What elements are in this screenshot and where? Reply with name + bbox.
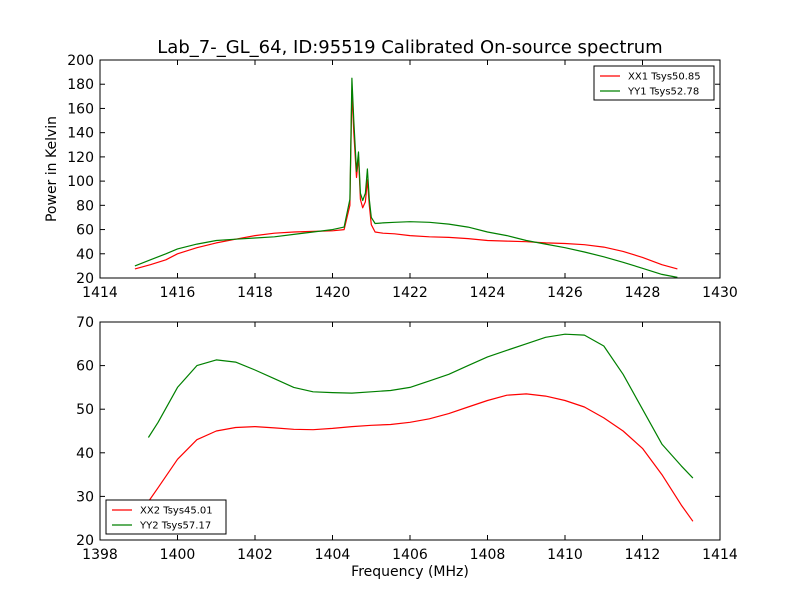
- series-line-yy1: [134, 77, 678, 278]
- y-tick-label: 30: [76, 489, 94, 505]
- upper-spectrum-chart: 1414 1416 1418 1420 1422 1424 1426 1428 1430 20 40…: [44, 53, 738, 301]
- series-line-yy2: [147, 333, 694, 479]
- x-tick-label: 1416: [160, 285, 196, 301]
- y-tick-label: 100: [67, 174, 94, 190]
- x-tick-label: 1430: [702, 285, 738, 301]
- x-tick-label: 1398: [82, 547, 118, 563]
- chart-title: Lab_7-_GL_64, ID:95519 Calibrated On-sou…: [157, 37, 662, 58]
- x-tick-label: 1414: [82, 285, 118, 301]
- x-tick-label: 1412: [625, 547, 661, 563]
- x-axis-label: Frequency (MHz): [351, 564, 469, 580]
- legend: XX2 Tsys45.01 YY2 Tsys57.17: [105, 499, 227, 535]
- y-tick-label: 20: [76, 533, 94, 549]
- x-tick-label: 1410: [547, 547, 583, 563]
- legend-box: [105, 499, 227, 535]
- y-tick-label: 180: [67, 77, 94, 93]
- x-tick-label: 1408: [470, 547, 506, 563]
- x-tick-label: 1418: [237, 285, 273, 301]
- y-tick-label: 70: [76, 315, 94, 331]
- x-tick-label: 1400: [160, 547, 196, 563]
- legend: XX1 Tsys50.85 YY1 Tsys52.78: [593, 65, 715, 101]
- x-tick-label: 1414: [702, 547, 738, 563]
- legend-box: [593, 65, 715, 101]
- y-tick-label: 160: [67, 101, 94, 117]
- lower-spectrum-chart: 1398 1400 1402 1404 1406 1408 1410 1412 1414 20 30…: [76, 315, 738, 580]
- x-tick-label: 1424: [470, 285, 506, 301]
- x-tick-label: 1402: [237, 547, 273, 563]
- y-tick-label: 120: [67, 150, 94, 166]
- y-tick-label: 40: [76, 446, 94, 462]
- y-tick-label: 50: [76, 402, 94, 418]
- x-tick-label: 1404: [315, 547, 351, 563]
- x-tick-label: 1420: [315, 285, 351, 301]
- y-tick-label: 80: [76, 198, 94, 214]
- x-tick-label: 1428: [625, 285, 661, 301]
- y-tick-label: 60: [76, 223, 94, 239]
- y-axis-label: Power in Kelvin: [44, 116, 60, 222]
- x-tick-label: 1422: [392, 285, 428, 301]
- legend-label: XX2 Tsys45.01: [140, 506, 213, 517]
- y-tick-label: 140: [67, 126, 94, 142]
- legend-label: YY1 Tsys52.78: [627, 87, 699, 98]
- x-tick-label: 1406: [392, 547, 428, 563]
- legend-label: XX1 Tsys50.85: [628, 72, 701, 83]
- y-tick-label: 20: [76, 271, 94, 287]
- legend-label: YY2 Tsys57.17: [139, 521, 211, 532]
- y-tick-label: 40: [76, 247, 94, 263]
- series-line-xx2: [147, 393, 694, 522]
- series-line-xx1: [134, 89, 678, 270]
- y-tick-label: 60: [76, 359, 94, 375]
- x-tick-label: 1426: [547, 285, 583, 301]
- y-tick-label: 200: [67, 53, 94, 69]
